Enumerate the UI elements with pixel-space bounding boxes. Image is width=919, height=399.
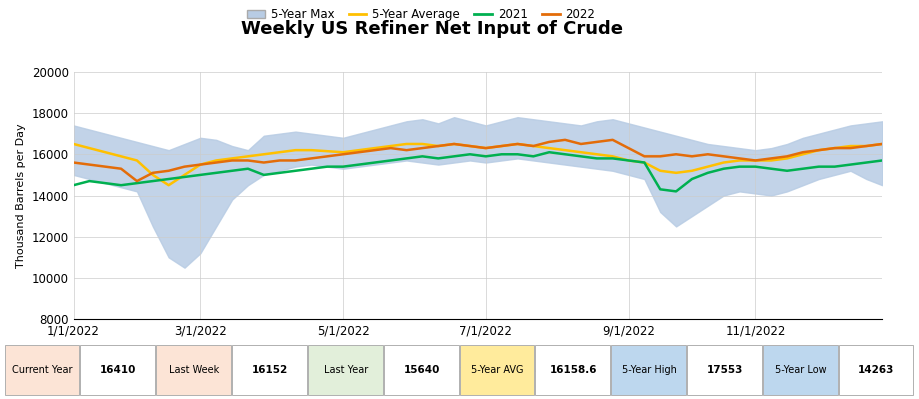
Text: Last Week: Last Week (169, 365, 220, 375)
Text: Weekly US Refiner Net Input of Crude: Weekly US Refiner Net Input of Crude (241, 20, 623, 38)
Legend: 5-Year Max, 5-Year Average, 2021, 2022: 5-Year Max, 5-Year Average, 2021, 2022 (243, 4, 600, 26)
Text: 5-Year AVG: 5-Year AVG (471, 365, 524, 375)
Text: 16152: 16152 (252, 365, 288, 375)
Text: 15640: 15640 (403, 365, 440, 375)
Text: 5-Year Low: 5-Year Low (775, 365, 826, 375)
Text: 14263: 14263 (858, 365, 895, 375)
Text: 16410: 16410 (100, 365, 137, 375)
Text: 5-Year High: 5-Year High (621, 365, 676, 375)
Text: Current Year: Current Year (12, 365, 73, 375)
Y-axis label: Thousand Barrels per Day: Thousand Barrels per Day (16, 123, 26, 268)
Text: Source Data: EIA – PFL Analytics: Source Data: EIA – PFL Analytics (394, 364, 562, 374)
Text: 16158.6: 16158.6 (550, 365, 597, 375)
Text: Last Year: Last Year (323, 365, 368, 375)
Text: 17553: 17553 (707, 365, 743, 375)
